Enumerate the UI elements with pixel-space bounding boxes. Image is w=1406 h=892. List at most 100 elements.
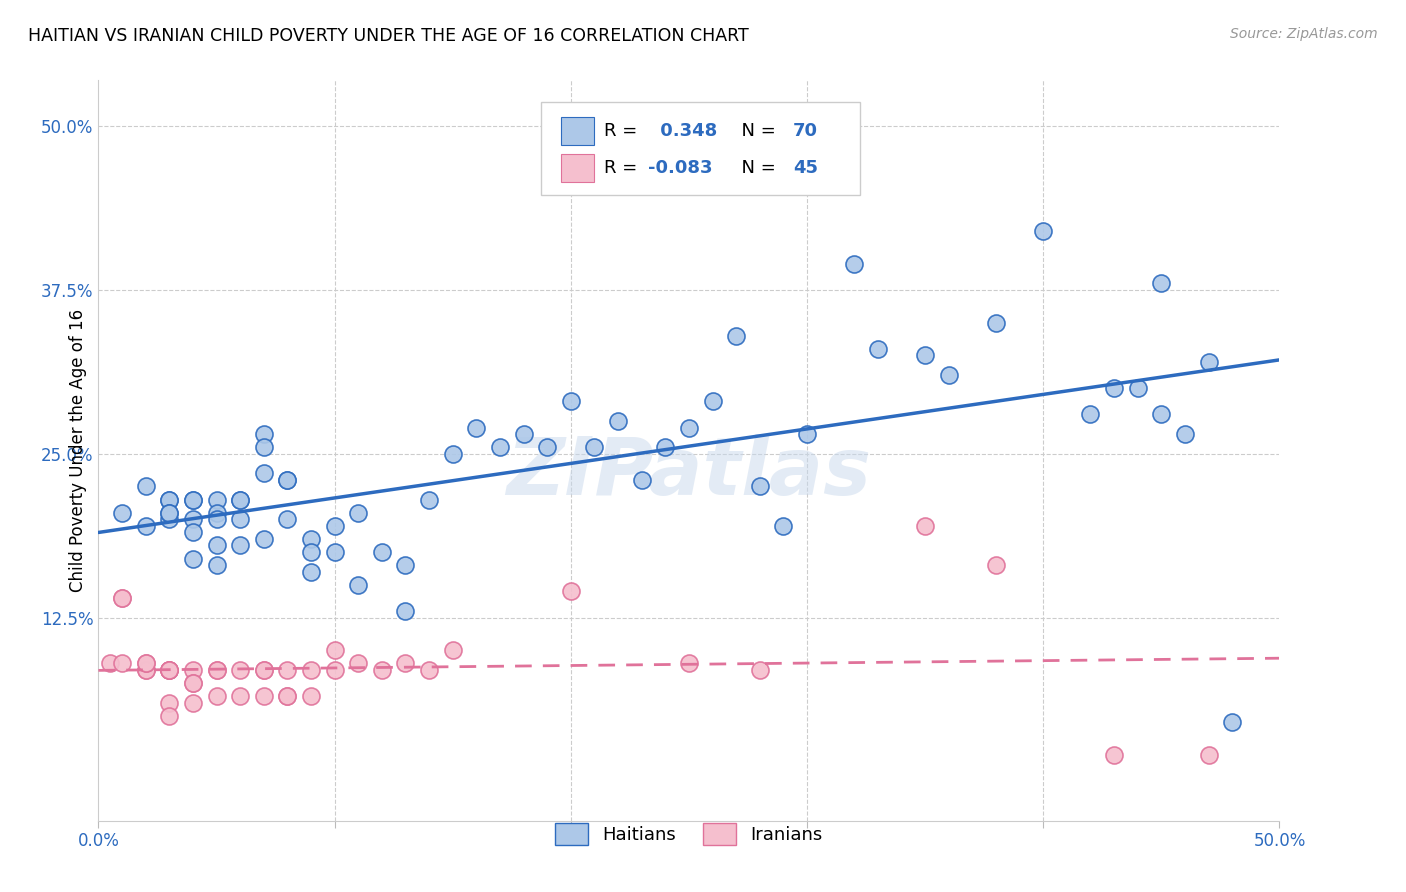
Point — [253, 440, 276, 454]
Point — [205, 492, 228, 507]
Point — [512, 427, 534, 442]
Point — [323, 663, 346, 677]
Point — [157, 492, 180, 507]
Point — [111, 591, 134, 605]
Point — [299, 663, 322, 677]
Point — [1102, 381, 1125, 395]
Point — [678, 420, 700, 434]
Point — [725, 328, 748, 343]
Text: 45: 45 — [793, 160, 818, 178]
Point — [1150, 408, 1173, 422]
Y-axis label: Child Poverty Under the Age of 16: Child Poverty Under the Age of 16 — [69, 309, 87, 592]
Point — [276, 473, 298, 487]
Point — [181, 525, 204, 540]
Point — [205, 512, 228, 526]
Point — [1150, 277, 1173, 291]
Point — [205, 663, 228, 677]
Text: 0.348: 0.348 — [654, 122, 717, 140]
Point — [181, 492, 204, 507]
Point — [181, 696, 204, 710]
Point — [536, 440, 558, 454]
Point — [347, 506, 370, 520]
Point — [181, 512, 204, 526]
Point — [560, 584, 582, 599]
Point — [111, 657, 134, 671]
Point — [253, 663, 276, 677]
Text: ZIPatlas: ZIPatlas — [506, 434, 872, 512]
Point — [205, 558, 228, 573]
Point — [441, 447, 464, 461]
Point — [323, 545, 346, 559]
Point — [560, 394, 582, 409]
Point — [394, 657, 416, 671]
Text: -0.083: -0.083 — [648, 160, 711, 178]
Point — [205, 539, 228, 553]
Text: R =: R = — [605, 122, 643, 140]
Point — [157, 506, 180, 520]
Point — [607, 414, 630, 428]
Point — [299, 545, 322, 559]
Point — [135, 657, 157, 671]
Point — [1198, 748, 1220, 763]
Point — [914, 348, 936, 362]
Bar — [561, 118, 595, 145]
Point — [253, 467, 276, 481]
Point — [441, 643, 464, 657]
Point — [323, 643, 346, 657]
Point — [157, 506, 180, 520]
Point — [229, 663, 252, 677]
Point — [253, 532, 276, 546]
Point — [157, 663, 180, 677]
Point — [866, 342, 889, 356]
Text: N =: N = — [730, 122, 782, 140]
Point — [157, 663, 180, 677]
Text: 70: 70 — [793, 122, 818, 140]
Point — [157, 696, 180, 710]
Point — [229, 492, 252, 507]
Point — [844, 257, 866, 271]
Point — [111, 591, 134, 605]
Point — [299, 565, 322, 579]
Point — [98, 657, 121, 671]
Point — [157, 663, 180, 677]
FancyBboxPatch shape — [541, 103, 860, 195]
Point — [654, 440, 676, 454]
Point — [253, 689, 276, 703]
Point — [796, 427, 818, 442]
Point — [1102, 748, 1125, 763]
Point — [253, 663, 276, 677]
Point — [157, 512, 180, 526]
Point — [984, 316, 1007, 330]
Point — [135, 657, 157, 671]
Text: HAITIAN VS IRANIAN CHILD POVERTY UNDER THE AGE OF 16 CORRELATION CHART: HAITIAN VS IRANIAN CHILD POVERTY UNDER T… — [28, 27, 749, 45]
Point — [748, 479, 770, 493]
Point — [276, 689, 298, 703]
Point — [205, 689, 228, 703]
Point — [984, 558, 1007, 573]
Point — [181, 551, 204, 566]
Point — [253, 427, 276, 442]
Point — [323, 518, 346, 533]
Point — [181, 676, 204, 690]
Point — [111, 506, 134, 520]
Point — [489, 440, 512, 454]
Point — [678, 657, 700, 671]
Point — [181, 663, 204, 677]
Point — [229, 539, 252, 553]
Point — [371, 663, 394, 677]
Point — [630, 473, 652, 487]
Point — [205, 506, 228, 520]
Point — [229, 492, 252, 507]
Text: Source: ZipAtlas.com: Source: ZipAtlas.com — [1230, 27, 1378, 41]
Point — [347, 578, 370, 592]
Point — [157, 663, 180, 677]
Point — [299, 689, 322, 703]
Point — [1174, 427, 1197, 442]
Point — [205, 663, 228, 677]
Point — [394, 604, 416, 618]
Point — [1032, 224, 1054, 238]
Point — [371, 545, 394, 559]
Point — [772, 518, 794, 533]
Point — [583, 440, 606, 454]
Point — [181, 676, 204, 690]
